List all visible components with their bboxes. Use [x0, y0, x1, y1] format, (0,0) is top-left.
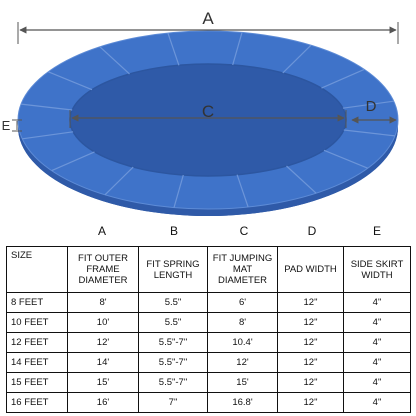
table-column-letters: A B C D E: [0, 224, 416, 246]
cell-mat-diameter: 10.4': [207, 332, 278, 353]
cell-outer-frame: 8': [67, 292, 139, 313]
cell-pad-width: 12": [277, 332, 344, 353]
cell-size: 16 FEET: [6, 392, 68, 413]
cell-pad-width: 12": [277, 292, 344, 313]
cell-mat-diameter: 8': [207, 312, 278, 333]
cell-skirt-width: 4": [343, 352, 411, 373]
cell-skirt-width: 4": [343, 292, 411, 313]
dimension-d-label: D: [366, 98, 377, 115]
pad-seam: [321, 68, 365, 89]
cell-spring-length: 5.5"-7": [138, 332, 208, 353]
cell-skirt-width: 4": [343, 372, 411, 393]
cell-size: 12 FEET: [6, 332, 68, 353]
cell-spring-length: 7": [138, 392, 208, 413]
table-row: 15 FEET 15' 5.5"-7" 15' 12" 4": [6, 372, 411, 393]
header-jumping-mat-diameter: FIT JUMPING MAT DIAMETER: [207, 246, 278, 293]
pad-seam: [21, 103, 73, 111]
table-header-row: SIZE FIT OUTER FRAME DIAMETER FIT SPRING…: [6, 246, 411, 293]
column-letter-d: D: [307, 224, 317, 238]
pad-seam: [232, 32, 243, 66]
cell-skirt-width: 4": [343, 332, 411, 353]
cell-mat-diameter: 12': [207, 352, 278, 373]
cell-size: 8 FEET: [6, 292, 68, 313]
cell-pad-width: 12": [277, 392, 344, 413]
header-size: SIZE: [6, 246, 68, 293]
header-side-skirt-width: SIDE SKIRT WIDTH: [343, 246, 411, 293]
dimension-c-label: C: [202, 102, 214, 121]
cell-outer-frame: 14': [67, 352, 139, 373]
table-row: 12 FEET 12' 5.5"-7" 10.4' 12" 4": [6, 332, 411, 353]
dimension-a: A: [17, 9, 399, 44]
table-row: 14 FEET 14' 5.5"-7" 12' 12" 4": [6, 352, 411, 373]
header-spring-length: FIT SPRING LENGTH: [138, 246, 208, 293]
cell-outer-frame: 12': [67, 332, 139, 353]
cell-mat-diameter: 15': [207, 372, 278, 393]
dimension-d: D: [351, 98, 397, 124]
pad-seam: [323, 149, 368, 169]
pad-ring: [18, 31, 398, 209]
pad-seam: [286, 165, 317, 194]
pad-seam: [167, 32, 180, 66]
cell-mat-diameter: 16.8': [207, 392, 278, 413]
size-chart-table: SIZE FIT OUTER FRAME DIAMETER FIT SPRING…: [6, 246, 411, 413]
pad-seam: [342, 100, 394, 109]
pad-segment-seams: [21, 32, 395, 208]
pad-seam: [51, 151, 95, 172]
cell-size: 10 FEET: [6, 312, 68, 333]
cell-outer-frame: 10': [67, 312, 139, 333]
column-letter-b: B: [169, 224, 178, 238]
pad-seam: [236, 174, 249, 208]
cell-pad-width: 12": [277, 312, 344, 333]
header-pad-width: PAD WIDTH: [277, 246, 344, 293]
pad-seam: [282, 44, 312, 74]
cell-skirt-width: 4": [343, 392, 411, 413]
cell-mat-diameter: 6': [207, 292, 278, 313]
cell-size: 14 FEET: [6, 352, 68, 373]
pad-seam: [99, 46, 130, 75]
table-row: 8 FEET 8' 5.5" 6' 12" 4": [6, 292, 411, 313]
cell-outer-frame: 16': [67, 392, 139, 413]
column-letter-a: A: [97, 224, 106, 238]
pad-seam: [173, 174, 184, 208]
cell-outer-frame: 15': [67, 372, 139, 393]
table-row: 16 FEET 16' 7" 16.8' 12" 4": [6, 392, 411, 413]
column-letter-c: C: [239, 224, 249, 238]
trampoline-pad-diagram: A C D E: [2, 9, 399, 216]
cell-size: 15 FEET: [6, 372, 68, 393]
cell-spring-length: 5.5": [138, 312, 208, 333]
cell-spring-length: 5.5"-7": [138, 352, 208, 373]
table-row: 10 FEET 10' 5.5" 8' 12" 4": [6, 312, 411, 333]
dimension-a-label: A: [202, 9, 214, 28]
cell-spring-length: 5.5"-7": [138, 372, 208, 393]
pad-seam: [104, 166, 134, 196]
cell-pad-width: 12": [277, 352, 344, 373]
dimension-e: E: [2, 118, 22, 133]
header-outer-frame-diameter: FIT OUTER FRAME DIAMETER: [67, 246, 139, 293]
cell-pad-width: 12": [277, 372, 344, 393]
pad-seam: [343, 129, 395, 137]
dimension-c: C: [69, 102, 347, 128]
dimension-e-label: E: [2, 118, 11, 133]
pad-seam: [48, 71, 93, 91]
pad-seam: [22, 131, 74, 140]
column-letter-e: E: [372, 224, 381, 238]
cell-skirt-width: 4": [343, 312, 411, 333]
cell-spring-length: 5.5": [138, 292, 208, 313]
